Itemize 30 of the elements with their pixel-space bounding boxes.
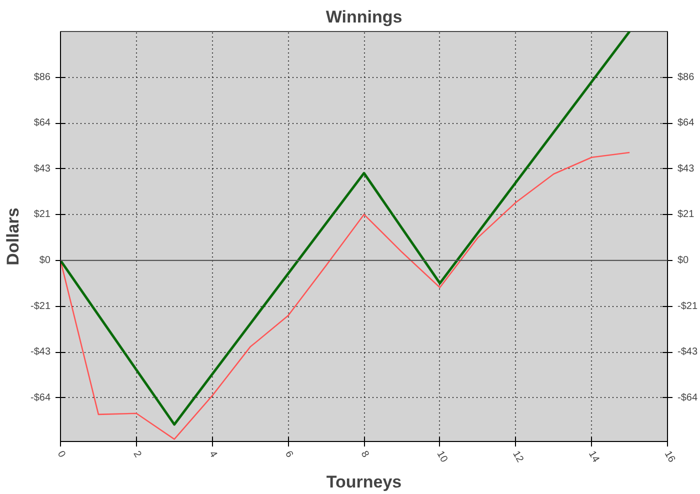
y-tick-label: $43	[34, 163, 51, 174]
x-tick-label: 14	[586, 449, 602, 465]
y-tick-label: -$21	[30, 300, 51, 312]
x-tick-label: 4	[206, 449, 220, 460]
x-tick-label: 16	[662, 449, 678, 465]
y-tick-label: -$43	[30, 346, 51, 358]
y2-tick-label: $64	[678, 118, 695, 129]
y-tick-label: -$64	[30, 392, 51, 404]
x-tick-label: 6	[282, 449, 296, 460]
x-tick-label: 12	[510, 449, 526, 465]
line-series	[60, 152, 630, 440]
line-series	[60, 32, 631, 426]
y-tick-label: $86	[34, 72, 51, 83]
x-axis-title: Tourneys	[326, 472, 402, 492]
y2-tick-label: -$21	[678, 300, 698, 312]
y-tick-label: $21	[34, 209, 51, 220]
y2-tick-label: -$64	[678, 392, 698, 404]
y2-tick-label: $0	[678, 254, 690, 266]
y-tick-label: $0	[39, 254, 51, 266]
y2-tick-label: $43	[678, 163, 695, 174]
y2-tick-label: $21	[678, 209, 695, 220]
y2-tick-label: $86	[678, 72, 695, 83]
chart-title: Winnings	[326, 8, 402, 26]
y2-tick-label: -$43	[678, 346, 698, 358]
y-tick-label: $64	[34, 118, 51, 129]
y-axis-title: Dollars	[3, 208, 22, 266]
x-tick-label: 8	[358, 449, 371, 460]
x-tick-label: 2	[130, 449, 144, 460]
x-tick-label: 10	[434, 449, 450, 465]
x-tick-label: 0	[54, 449, 68, 460]
